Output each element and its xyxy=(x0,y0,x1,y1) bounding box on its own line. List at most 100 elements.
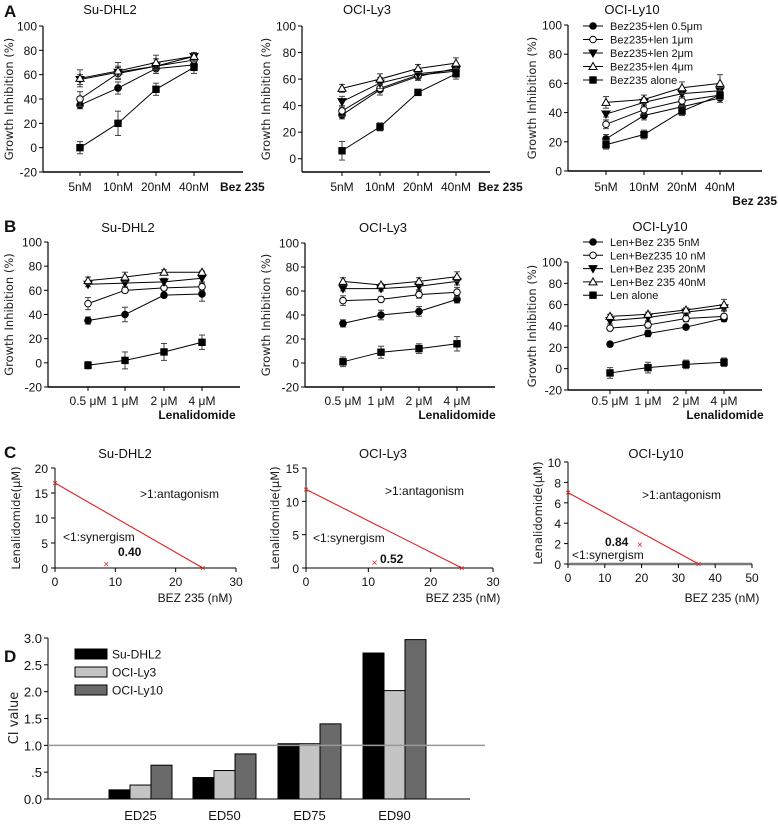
y-tick-label: 100 xyxy=(279,237,299,251)
legend-label: Len+Bez 235 20nM xyxy=(610,264,706,276)
x-tick-label: 4 μM xyxy=(189,394,216,408)
open-circle-marker xyxy=(415,290,423,299)
filled-square-marker xyxy=(376,123,384,131)
open-triangle-up-marker xyxy=(601,97,611,106)
x-tick-label: 5nM xyxy=(68,180,91,194)
x-tick-label: 0 xyxy=(565,571,572,585)
open-triangle-up-marker xyxy=(120,272,130,281)
series-line xyxy=(609,304,725,317)
series-line xyxy=(341,67,457,116)
series-line xyxy=(342,291,458,302)
y-tick-label: 20 xyxy=(24,117,38,131)
filled-square-marker xyxy=(452,70,460,78)
series-line xyxy=(87,277,203,285)
open-triangle-up-marker xyxy=(588,61,598,70)
open-triangle-up-marker xyxy=(83,275,93,285)
filled-square-marker xyxy=(414,88,422,97)
series-line xyxy=(605,94,721,125)
x-tick-label: 20nM xyxy=(141,180,171,194)
open-triangle-up-marker xyxy=(451,58,461,67)
chart-title: OCI-Ly3 xyxy=(359,446,407,461)
filled-triangle-down-marker xyxy=(159,278,169,287)
open-circle-marker xyxy=(606,324,614,332)
series-line xyxy=(79,66,195,149)
chart-title: Su-DHL2 xyxy=(98,446,151,461)
y-tick-label: 10 xyxy=(286,495,300,509)
legend-label: Bez235+len 4μm xyxy=(610,62,693,74)
line-chart-1 xyxy=(298,25,490,176)
open-circle-marker xyxy=(589,35,597,44)
filled-square-marker xyxy=(682,360,690,369)
synergism-annotation: <1:synergism xyxy=(572,548,644,562)
series-line xyxy=(609,318,725,345)
bar-ed90-0 xyxy=(362,652,385,800)
y-tick-label: 2 xyxy=(554,538,561,552)
legend-label: Bez235+len 0.5μm xyxy=(610,21,702,33)
filled-triangle-down-marker xyxy=(588,49,598,59)
filled-square-marker xyxy=(84,361,92,369)
chart-title: OCI-Ly3 xyxy=(359,220,407,235)
x-axis-label: Lenalidomide xyxy=(158,408,236,422)
y-tick-label: 0 xyxy=(554,558,561,572)
y-tick-label: 100 xyxy=(22,236,42,250)
x-marker: × xyxy=(637,540,643,551)
y-tick-label: 20 xyxy=(549,135,563,149)
series-line xyxy=(605,90,721,115)
y-axis-label: Lenalidomide(μM) xyxy=(9,466,23,569)
open-triangle-up-marker xyxy=(605,311,615,320)
y-tick-label: 20 xyxy=(35,462,49,476)
y-axis-label: Growth Inhibition (%) xyxy=(2,38,16,161)
series-line xyxy=(79,64,195,106)
x-tick-label: ED50 xyxy=(208,808,241,823)
x-tick-label: 2 μM xyxy=(151,394,178,408)
filled-circle-marker xyxy=(198,290,206,298)
isobologram-1 xyxy=(302,467,494,572)
x-marker: × xyxy=(372,558,378,569)
panel-letter: B xyxy=(4,217,16,236)
x-marker: × xyxy=(303,485,309,496)
open-triangle-up-marker xyxy=(189,51,199,60)
antagonism-annotation: >1:antagonism xyxy=(642,488,721,502)
y-tick-label: 40 xyxy=(24,93,38,107)
panel-letter: A xyxy=(4,2,16,21)
x-marker: × xyxy=(200,564,206,575)
open-triangle-up-marker xyxy=(197,267,207,276)
bar-ed50-0 xyxy=(192,777,215,800)
legend-label: Len+Bez 235 5nM xyxy=(610,237,700,249)
y-tick-label: -20 xyxy=(25,381,43,395)
series-line xyxy=(87,286,203,305)
x-axis-label: Lenalidomide xyxy=(686,408,764,422)
y-tick-label: 5 xyxy=(41,537,48,551)
filled-square-marker xyxy=(602,141,610,149)
x-tick-label: 1 μM xyxy=(112,394,139,408)
series-line xyxy=(342,298,458,324)
y-tick-label: .5 xyxy=(31,765,42,780)
y-tick-label: 40 xyxy=(29,308,43,322)
isobologram-2 xyxy=(564,461,753,568)
filled-circle-marker xyxy=(114,84,122,92)
x-tick-label: 20 xyxy=(635,571,649,585)
x-tick-label: ED25 xyxy=(124,808,157,823)
legend-label: Len+Bez 235 40nM xyxy=(610,277,706,289)
filled-triangle-down-marker xyxy=(338,285,348,294)
ci-value-label: 0.52 xyxy=(380,552,404,566)
y-tick-label: 100 xyxy=(542,19,562,33)
x-tick-label: 0.5 μM xyxy=(70,394,107,408)
open-triangle-up-marker xyxy=(719,299,729,309)
x-tick-label: 10 xyxy=(362,575,376,589)
x-tick-label: ED75 xyxy=(293,808,326,823)
legend-label: Len+Bez235 10 nM xyxy=(610,250,706,262)
y-axis-label: CI value xyxy=(7,692,22,745)
open-triangle-up-marker xyxy=(376,279,386,289)
y-tick-label: 20 xyxy=(283,126,297,140)
y-tick-label: 100 xyxy=(17,20,37,34)
line-chart-0 xyxy=(39,25,243,176)
y-tick-label: 0 xyxy=(292,562,299,576)
y-tick-label: 10 xyxy=(548,456,562,470)
filled-circle-marker xyxy=(589,22,597,30)
x-axis-label: Bez 235 xyxy=(732,194,777,208)
filled-circle-marker xyxy=(121,310,129,319)
y-tick-label: 5 xyxy=(292,529,299,543)
panel-letter: D xyxy=(4,647,16,666)
